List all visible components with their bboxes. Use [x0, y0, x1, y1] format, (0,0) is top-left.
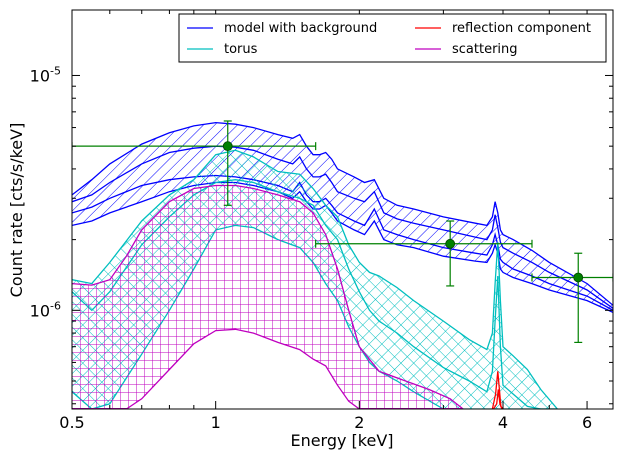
legend-label-model: model with background: [224, 21, 377, 36]
x-tick-label: 4: [498, 413, 508, 432]
band-upper-model: [72, 121, 613, 306]
legend-box: [178, 13, 607, 63]
line-reflection-1: [492, 389, 503, 409]
y-tick-exponent: -5: [50, 64, 61, 77]
data-point-1: [315, 220, 533, 287]
band-fill-scattering: [72, 185, 464, 409]
legend-label-torus: torus: [224, 42, 258, 57]
data-marker: [222, 141, 233, 152]
band-upper-scattering: [72, 184, 464, 409]
x-tick-label: 2: [354, 413, 364, 432]
data-marker: [445, 238, 456, 249]
data-points: [72, 120, 613, 344]
band-lower-scattering: [72, 328, 464, 409]
plot-frame: [71, 9, 614, 410]
legend-label-reflection: reflection component: [452, 21, 591, 36]
y-tick-label: 10-5: [30, 64, 61, 85]
y-axis-label: Count rate [cts/s/keV]: [7, 123, 26, 298]
y-tick-exponent: -6: [50, 299, 61, 312]
data-point-2: [531, 252, 613, 344]
y-tick-base: 10: [30, 66, 50, 85]
axis-tick-labels: 0.5 1 2 4 610-610-5: [30, 64, 592, 432]
data-marker: [573, 272, 584, 283]
data-point-0: [72, 120, 317, 206]
legend: model with background reflection compone…: [178, 13, 607, 63]
band-upper-torus: [72, 149, 558, 409]
x-tick-label: 0.5: [59, 413, 84, 432]
x-tick-label: 6: [582, 413, 592, 432]
model-bands: [72, 121, 613, 409]
x-axis-label: Energy [keV]: [290, 431, 393, 450]
y-tick-label: 10-6: [30, 299, 61, 320]
y-tick-base: 10: [30, 301, 50, 320]
legend-label-scattering: scattering: [452, 42, 518, 57]
x-tick-label: 1: [211, 413, 221, 432]
